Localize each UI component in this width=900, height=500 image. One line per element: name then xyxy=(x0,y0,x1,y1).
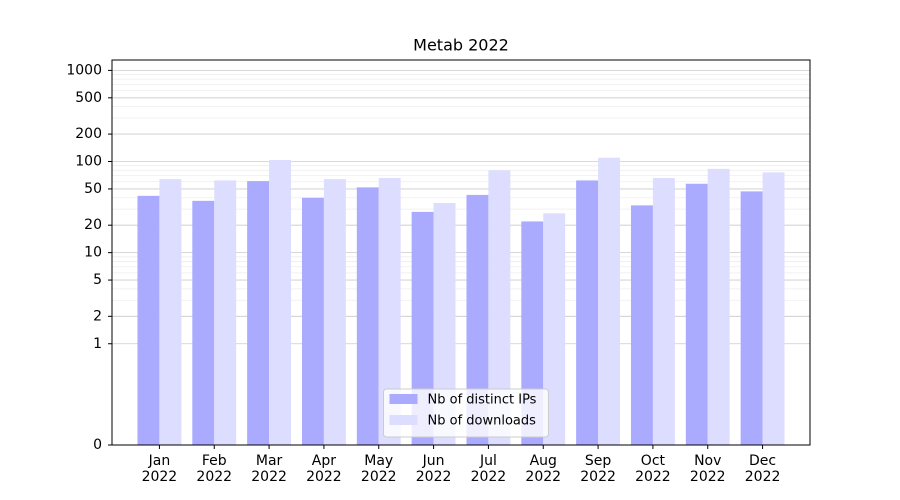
legend-label: Nb of distinct IPs xyxy=(428,393,537,408)
bar xyxy=(466,194,489,445)
plot-frame xyxy=(111,59,811,446)
bar xyxy=(598,157,621,445)
x-tick-label: Nov 2022 xyxy=(689,453,726,485)
bar xyxy=(159,179,182,446)
legend-box xyxy=(383,388,549,438)
y-tick-label: 2 xyxy=(93,308,102,324)
legend-label: Nb of downloads xyxy=(428,414,537,429)
bar xyxy=(576,180,599,445)
bar xyxy=(301,197,324,445)
y-tick-label: 0 xyxy=(93,437,102,453)
y-tick-label: 100 xyxy=(75,154,102,170)
legend: Nb of distinct IPs Nb of downloads xyxy=(383,388,549,438)
bar xyxy=(762,172,785,446)
y-tick-label: 200 xyxy=(75,126,102,142)
bar xyxy=(269,159,292,445)
bar xyxy=(378,177,401,445)
y-tick-label: 50 xyxy=(84,181,102,197)
x-tick-label: Oct 2022 xyxy=(635,453,671,485)
bar xyxy=(740,191,763,445)
bar xyxy=(137,195,160,445)
y-tick-label: 1000 xyxy=(66,62,102,78)
x-tick-label: Feb 2022 xyxy=(196,453,233,485)
x-tick-label: Jan 2022 xyxy=(141,453,178,485)
y-tick-label: 5 xyxy=(93,272,102,288)
y-tick-label: 500 xyxy=(75,90,102,106)
x-tick-label: Apr 2022 xyxy=(306,453,342,485)
x-tick-label: Aug 2022 xyxy=(525,453,562,485)
bar xyxy=(192,200,215,445)
x-tick-label: Jul 2022 xyxy=(470,453,507,485)
bar xyxy=(652,177,675,445)
chart-title: Metab 2022 xyxy=(413,36,509,55)
legend-swatch xyxy=(389,394,418,404)
bar xyxy=(543,213,566,445)
bar xyxy=(685,183,708,445)
bar xyxy=(356,187,379,445)
y-tick-label: 20 xyxy=(84,217,102,233)
x-tick-label: Mar 2022 xyxy=(251,453,287,485)
bar xyxy=(630,205,653,445)
bar xyxy=(214,180,237,445)
bar xyxy=(323,179,346,446)
x-tick-label: May 2022 xyxy=(360,453,397,485)
y-tick-label: 1 xyxy=(93,336,102,352)
bar xyxy=(247,181,270,445)
bar xyxy=(411,211,434,445)
y-tick-label: 10 xyxy=(84,245,102,261)
x-tick-label: Jun 2022 xyxy=(415,453,452,485)
x-tick-label: Sep 2022 xyxy=(580,453,616,485)
bar xyxy=(433,203,456,445)
legend-swatch xyxy=(389,415,418,425)
bar xyxy=(488,170,511,445)
bar xyxy=(707,168,730,445)
x-tick-label: Dec 2022 xyxy=(744,453,781,485)
